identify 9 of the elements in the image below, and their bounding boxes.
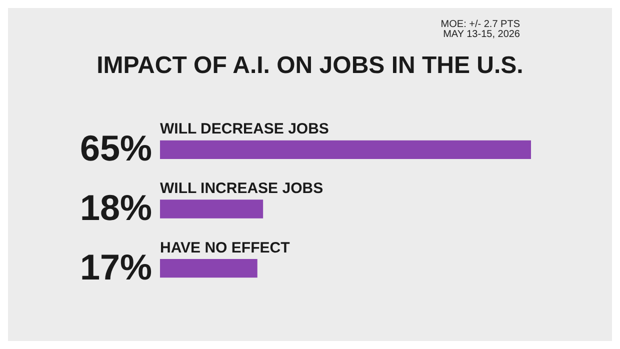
text: MOE: +/- 2.7 PTS [440, 19, 520, 30]
y-tick-label: WILL DECREASE JOBS [160, 120, 329, 138]
data-label: 17% [80, 246, 152, 288]
data-label: 18% [80, 187, 152, 228]
data-label: 65% [80, 128, 152, 169]
y-tick-label: WILL INCREASE JOBS [160, 180, 324, 197]
chart-title: IMPACT OF A.I. ON JOBS IN THE U.S. [96, 52, 524, 80]
y-tick-label: HAVE NO EFFECT [160, 239, 290, 256]
text: MAY 13-15, 2026 [442, 29, 520, 40]
